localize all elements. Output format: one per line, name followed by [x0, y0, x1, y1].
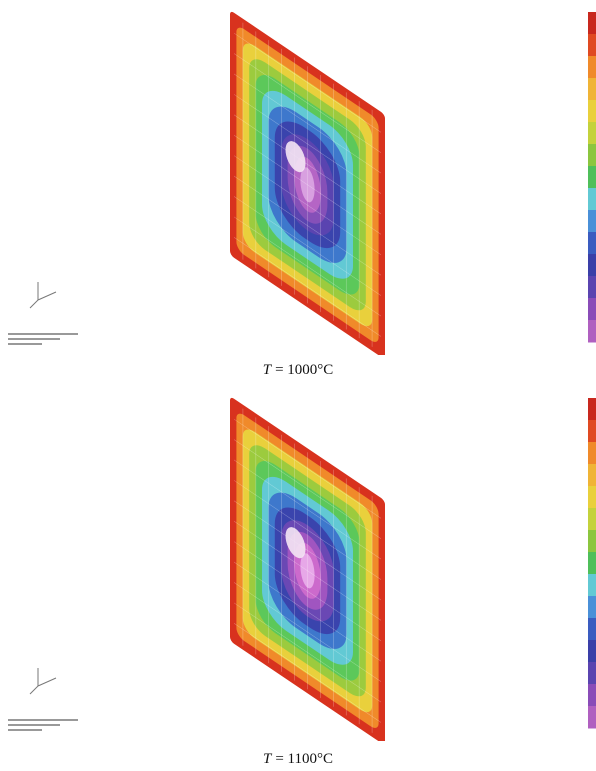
legend-swatch [588, 530, 596, 553]
caption-text: = 1100°C [275, 751, 333, 767]
plate [230, 10, 385, 355]
plate [230, 396, 385, 741]
legend-swatch [588, 662, 596, 685]
legend-swatch [588, 166, 596, 189]
info-text-line [8, 333, 78, 335]
info-text-line [8, 729, 42, 731]
axis-triad [30, 668, 56, 694]
legend-swatch [588, 684, 596, 707]
legend-swatch [588, 486, 596, 509]
legend-swatch [588, 442, 596, 465]
axis-triad [30, 282, 56, 308]
contour-plot [0, 0, 596, 355]
caption-text: = 1000°C [275, 362, 333, 378]
legend-swatch [588, 298, 596, 321]
legend-swatch [588, 34, 596, 57]
legend-swatch [588, 398, 596, 421]
axis-line [30, 300, 38, 308]
info-text-line [8, 724, 60, 726]
legend-swatch [588, 276, 596, 299]
legend-swatch [588, 232, 596, 255]
axis-line [38, 292, 56, 300]
caption-variable: T [263, 751, 271, 767]
legend-swatch [588, 188, 596, 211]
contour-plot [0, 386, 596, 741]
legend-swatch [588, 508, 596, 531]
axis-line [38, 678, 56, 686]
caption: T= 1000°C [0, 362, 596, 379]
legend-swatch [588, 464, 596, 487]
legend-swatch [588, 122, 596, 145]
legend-swatch [588, 706, 596, 729]
legend-swatch [588, 12, 596, 35]
legend-swatch [588, 552, 596, 575]
legend-swatch [588, 56, 596, 79]
legend-swatch [588, 144, 596, 167]
legend-swatch [588, 640, 596, 663]
axis-line [30, 686, 38, 694]
legend-swatch [588, 596, 596, 619]
figure: T= 1000°C T= 1100°C [0, 0, 596, 771]
info-text-line [8, 719, 78, 721]
legend-swatch [588, 618, 596, 641]
legend-swatch [588, 574, 596, 597]
info-text-line [8, 343, 42, 345]
legend-swatch [588, 100, 596, 123]
caption: T= 1100°C [0, 751, 596, 768]
legend-swatch [588, 78, 596, 101]
info-text-line [8, 338, 60, 340]
legend-swatch [588, 210, 596, 233]
legend-swatch [588, 254, 596, 277]
legend-swatch [588, 320, 596, 343]
legend-swatch [588, 420, 596, 443]
caption-variable: T [263, 362, 271, 378]
